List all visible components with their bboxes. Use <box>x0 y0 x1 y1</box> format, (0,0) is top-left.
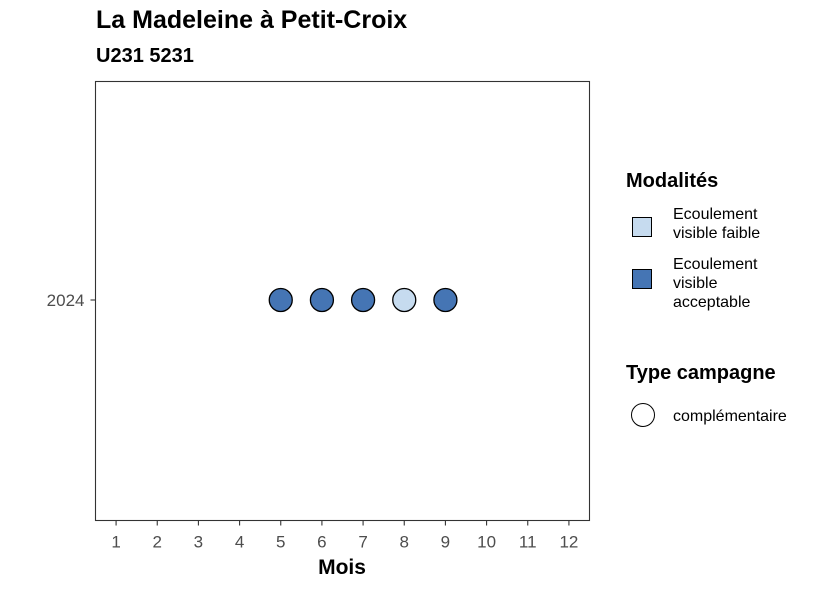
x-tick-label: 1 <box>111 533 120 552</box>
data-points <box>268 287 458 313</box>
plot-panel-border <box>94 80 591 522</box>
legend-label-complementaire: complémentaire <box>673 408 787 425</box>
legend-key-faible <box>632 217 652 237</box>
legend-label-faible: Ecoulement visible faible <box>673 206 761 242</box>
legend-key-acceptable <box>632 269 652 289</box>
x-tick-label: 12 <box>559 533 578 552</box>
legend-modalites: Modalités Ecoulement visible faible Ecou… <box>626 170 760 323</box>
y-tick-label: 2024 <box>47 291 85 310</box>
x-tick-label: 7 <box>358 533 367 552</box>
x-tick-label: 6 <box>317 533 326 552</box>
x-tick-label: 2 <box>153 533 162 552</box>
x-tick-label: 3 <box>194 533 203 552</box>
data-point <box>392 287 417 313</box>
legend-label-acceptable: Ecoulement visible acceptable <box>673 256 758 311</box>
legend-item-complementaire: complémentaire <box>626 399 787 457</box>
data-point <box>350 287 376 313</box>
x-tick-label: 5 <box>276 533 285 552</box>
x-tick-label: 10 <box>477 533 496 552</box>
legend-type-campagne: Type campagne complémentaire <box>626 362 787 457</box>
legend-modalites-title: Modalités <box>626 170 719 192</box>
chart-subtitle: U231 5231 <box>96 45 194 67</box>
x-tick-label: 11 <box>519 533 537 552</box>
y-axis: 2024 <box>47 291 96 310</box>
data-point <box>309 287 335 313</box>
legend-key-circle-icon <box>631 403 655 427</box>
legend-item-faible: Ecoulement visible faible <box>626 206 760 265</box>
x-axis-title: Mois <box>318 556 366 579</box>
x-tick-label: 9 <box>441 533 450 552</box>
legend-item-acceptable: Ecoulement visible acceptable <box>626 256 758 323</box>
x-tick-label: 4 <box>235 533 244 552</box>
legend-type-title: Type campagne <box>626 362 776 384</box>
x-axis: 1 2 3 4 5 6 7 8 9 10 11 12 <box>111 520 578 552</box>
data-point <box>433 287 458 313</box>
x-tick-label: 8 <box>400 533 409 552</box>
chart-title: La Madeleine à Petit-Croix <box>96 6 408 34</box>
data-point <box>268 287 293 313</box>
